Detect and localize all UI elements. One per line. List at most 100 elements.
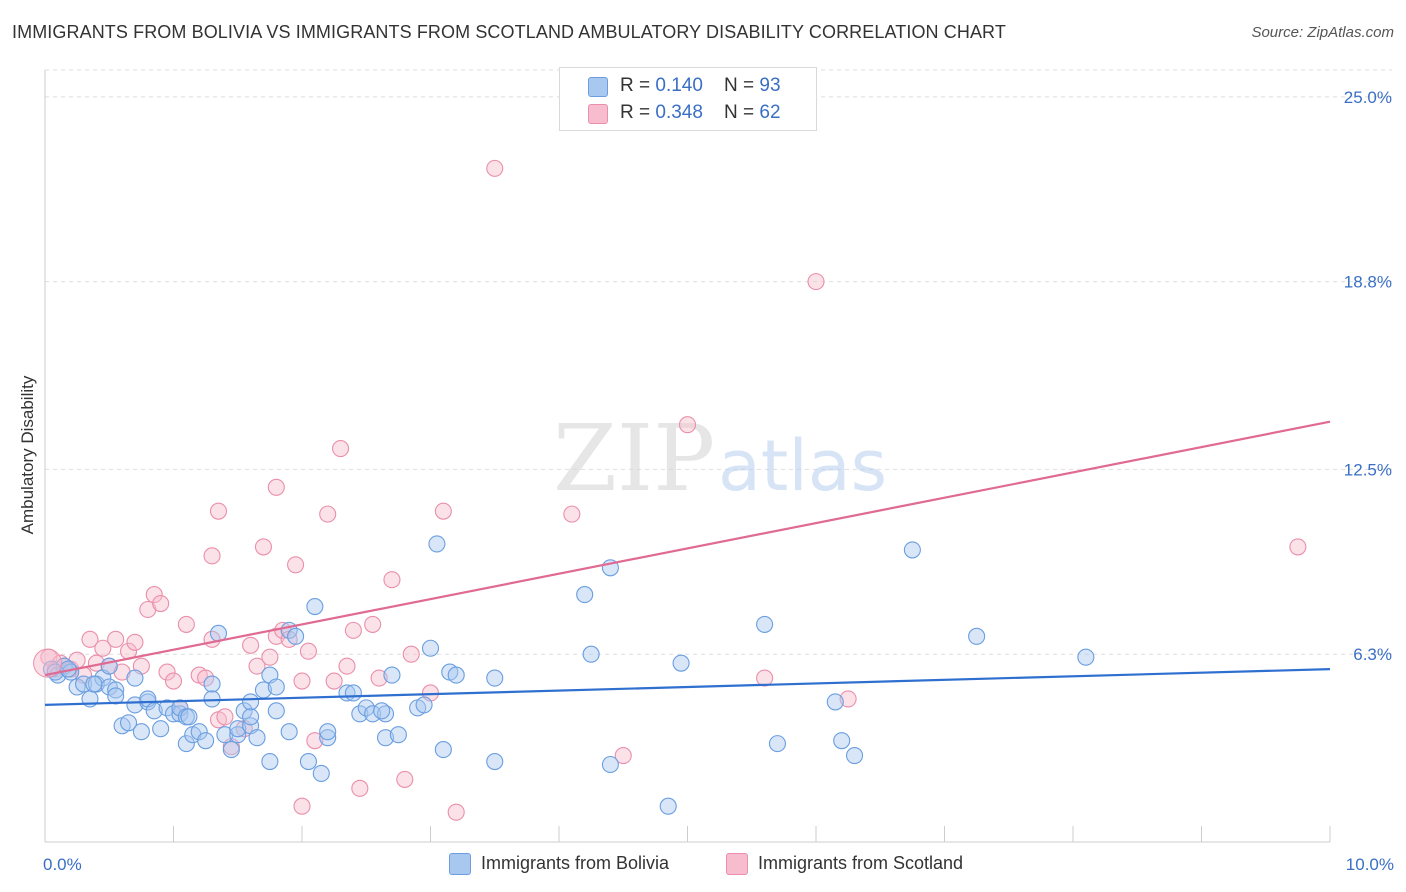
data-point-bolivia <box>287 627 305 645</box>
series-label-bolivia: Immigrants from Bolivia <box>481 853 670 873</box>
data-point-bolivia <box>280 723 298 741</box>
data-point-bolivia <box>768 735 787 753</box>
data-point-scotland <box>216 708 234 726</box>
data-point-bolivia <box>319 729 337 747</box>
data-point-scotland <box>107 630 125 648</box>
data-point-bolivia <box>319 723 337 741</box>
data-point-bolivia <box>126 669 144 687</box>
data-point-bolivia <box>299 752 317 771</box>
axis-layer <box>44 70 1331 843</box>
data-point-bolivia <box>248 729 266 747</box>
data-point-bolivia <box>756 615 774 633</box>
data-point-bolivia <box>222 741 240 759</box>
series-label-scotland: Immigrants from Scotland <box>758 853 964 873</box>
data-point-bolivia <box>383 666 401 684</box>
data-point-bolivia <box>672 654 690 672</box>
data-point-bolivia <box>107 681 125 699</box>
data-point-scotland <box>287 556 305 574</box>
data-point-bolivia <box>229 726 247 744</box>
data-point-scotland <box>267 478 285 496</box>
data-point-scotland <box>177 615 195 633</box>
legend-n-label: N = <box>724 75 760 96</box>
data-point-bolivia <box>659 797 677 815</box>
data-point-bolivia <box>180 708 198 726</box>
y-tick-label: 18.8% <box>1344 273 1392 292</box>
data-point-bolivia <box>306 597 324 616</box>
data-point-scotland <box>344 621 362 639</box>
data-point-bolivia <box>576 586 594 604</box>
data-point-scotland <box>94 639 112 657</box>
data-point-scotland <box>306 732 324 750</box>
data-point-scotland <box>248 657 266 675</box>
watermark-atlas: atlas <box>718 425 887 507</box>
data-point-bolivia <box>119 714 138 732</box>
data-point-bolivia <box>1077 648 1095 666</box>
watermark: ZIP atlas <box>553 405 887 512</box>
data-point-scotland <box>614 747 632 765</box>
y-axis-label: Ambulatory Disability <box>18 375 37 535</box>
data-point-scotland <box>126 633 144 651</box>
data-point-scotland <box>145 586 163 604</box>
data-point-bolivia <box>203 675 221 693</box>
data-point-scotland <box>364 615 382 633</box>
data-point-scotland <box>807 273 825 291</box>
data-point-scotland <box>261 648 279 666</box>
data-point-bolivia <box>447 666 465 684</box>
data-point-scotland <box>402 645 420 663</box>
data-point-scotland <box>447 803 465 821</box>
data-point-scotland <box>319 505 337 523</box>
data-point-scotland <box>158 663 176 681</box>
legend-swatch-scotland <box>588 104 608 124</box>
points-layer <box>33 159 1307 821</box>
trend-line-bolivia <box>44 668 1331 706</box>
data-point-bolivia <box>903 541 921 559</box>
data-point-scotland <box>242 636 260 654</box>
series-swatch-scotland <box>726 853 748 875</box>
legend-swatch-bolivia <box>588 77 608 97</box>
data-point-bolivia <box>152 720 170 738</box>
data-point-bolivia <box>190 723 208 741</box>
trend-line-scotland <box>44 420 1331 677</box>
data-point-bolivia <box>845 747 864 765</box>
data-point-bolivia <box>968 627 986 645</box>
data-point-scotland <box>299 642 317 660</box>
data-point-scotland <box>1289 538 1307 556</box>
data-point-scotland <box>164 672 183 690</box>
data-point-scotland <box>486 159 504 177</box>
data-point-bolivia <box>132 723 150 741</box>
data-point-scotland <box>351 779 369 797</box>
data-point-scotland <box>756 669 774 687</box>
x-tick-label: 10.0% <box>1346 855 1394 874</box>
grid-layer <box>45 69 1392 655</box>
data-point-scotland <box>383 571 401 589</box>
data-point-bolivia <box>351 705 369 723</box>
data-point-bolivia <box>376 729 395 747</box>
data-point-scotland <box>254 538 273 556</box>
data-point-scotland <box>331 439 350 458</box>
data-point-bolivia <box>75 675 93 693</box>
data-point-bolivia <box>261 752 279 771</box>
data-point-bolivia <box>582 645 600 663</box>
data-point-bolivia <box>373 702 391 720</box>
data-point-bolivia <box>364 705 382 723</box>
chart-title: IMMIGRANTS FROM BOLIVIA VS IMMIGRANTS FR… <box>12 22 1006 42</box>
data-point-scotland <box>197 669 215 687</box>
data-point-bolivia <box>434 741 452 759</box>
data-point-bolivia <box>267 702 285 720</box>
x-tick-label: 0.0% <box>43 855 82 874</box>
legend-r-value-bolivia: 0.140 <box>655 75 703 96</box>
data-point-bolivia <box>344 684 362 702</box>
data-point-scotland <box>839 690 857 708</box>
data-point-scotland <box>396 770 414 788</box>
data-point-scotland <box>563 505 581 523</box>
data-point-bolivia <box>415 696 433 714</box>
data-point-bolivia <box>601 755 619 774</box>
trend-layer <box>44 420 1331 706</box>
stats-legend: R = 0.140 N = 93 R = 0.348 N = 62 <box>559 67 817 131</box>
watermark-zip: ZIP <box>553 405 715 512</box>
data-point-bolivia <box>486 669 504 687</box>
source-credit: Source: ZipAtlas.com <box>1251 24 1394 41</box>
data-point-scotland <box>293 797 311 815</box>
data-point-bolivia <box>833 732 851 750</box>
